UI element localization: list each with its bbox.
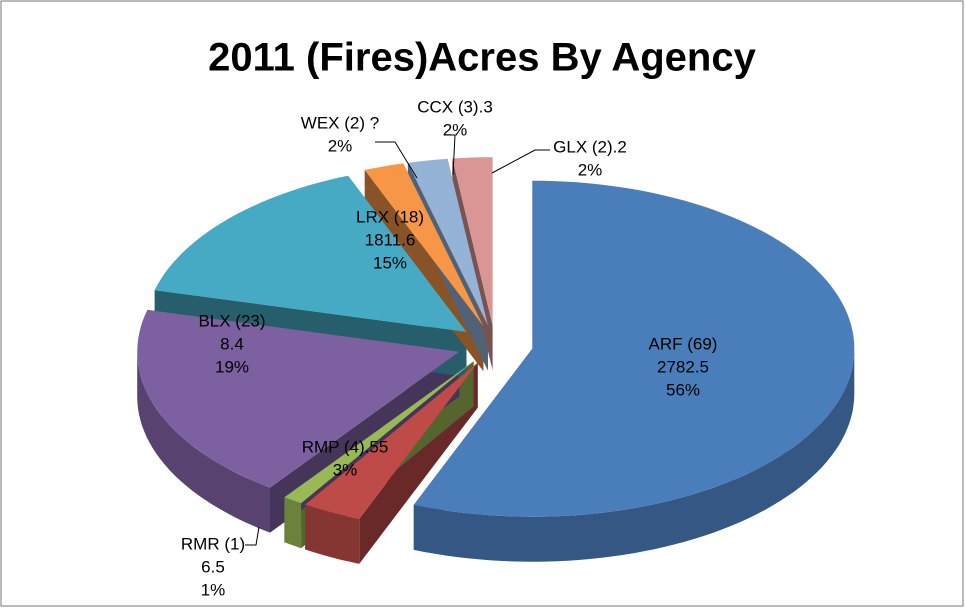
- leader-line: [245, 526, 260, 546]
- pie-slice: [284, 361, 474, 504]
- data-label: 1%: [201, 580, 226, 599]
- pie-slice: [364, 163, 484, 327]
- data-label: RMP (4).55: [302, 437, 389, 456]
- chart-title: 2011 (Fires)Acres By Agency: [208, 36, 756, 80]
- data-label: BLX (23): [198, 311, 265, 330]
- leader-line: [375, 141, 418, 179]
- data-label: 2%: [578, 160, 603, 179]
- data-label: CCX (3).3: [417, 97, 493, 116]
- pie-slice: [413, 180, 855, 517]
- data-label: WEX (2) ?: [301, 113, 379, 132]
- pie-slice: [452, 157, 493, 326]
- pie-slice: [407, 158, 488, 326]
- slice-side: [284, 497, 302, 549]
- leader-line: [491, 149, 550, 174]
- data-label: 2%: [443, 120, 468, 139]
- data-label: 1811.6: [365, 230, 416, 249]
- data-label: 6.5: [201, 557, 225, 576]
- data-label: 2%: [328, 136, 353, 155]
- data-label: LRX (18): [356, 207, 424, 226]
- data-label: 2782.5: [657, 357, 709, 376]
- data-label: RMR (1): [181, 534, 245, 553]
- pie-slice: [137, 309, 460, 488]
- slice-side: [305, 504, 360, 564]
- data-label: 8.4: [220, 334, 244, 353]
- slice-side: [137, 351, 270, 533]
- slice-side: [413, 348, 855, 562]
- data-label: GLX (2).2: [553, 137, 627, 156]
- data-label: 19%: [215, 357, 249, 376]
- data-label: 3%: [333, 460, 358, 479]
- pie-slice: [154, 175, 467, 332]
- pie-slice: [305, 362, 478, 519]
- leader-line: [450, 134, 456, 176]
- data-label: 15%: [373, 253, 407, 272]
- data-label: 56%: [666, 380, 700, 399]
- data-label: ARF (69): [649, 334, 718, 353]
